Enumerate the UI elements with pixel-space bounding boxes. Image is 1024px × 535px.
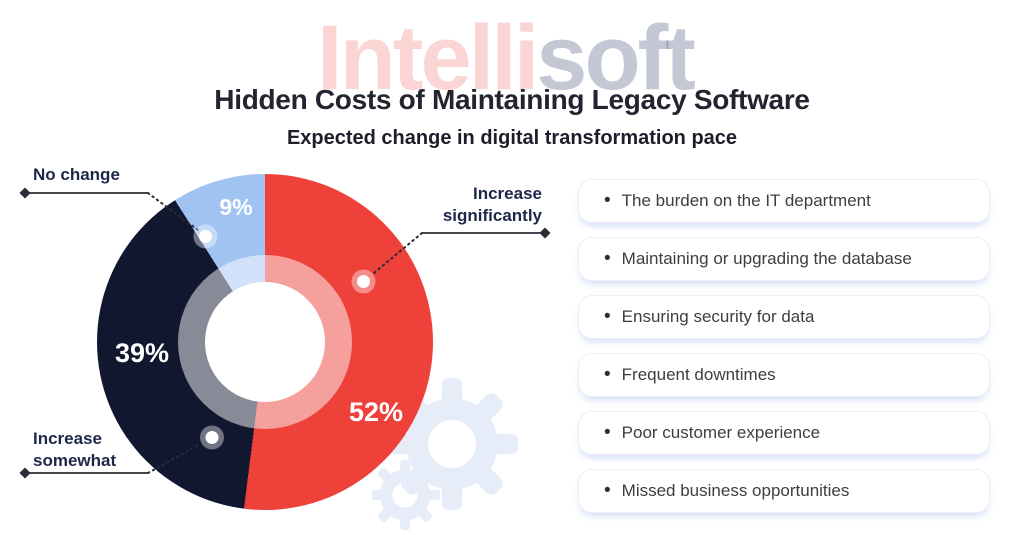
list-item: • Missed business opportunities <box>578 469 990 513</box>
callout-label-increase-somewhat: Increase somewhat <box>33 429 117 470</box>
bullet-icon: • <box>604 247 611 269</box>
bullet-icon: • <box>604 189 611 211</box>
chart-subtitle: Expected change in digital transformatio… <box>286 127 738 149</box>
list-item-label: Poor customer experience <box>621 423 821 442</box>
callout-label-increase-significantly: Increase significantly <box>442 184 542 225</box>
list-item: • Ensuring security for data <box>578 295 990 339</box>
slice-value-no-change: 9% <box>219 194 253 220</box>
bullet-icon: • <box>604 305 611 327</box>
intellisoft-logo-watermark: Intellisoft <box>0 10 1010 107</box>
list-item: • The burden on the IT department <box>578 179 990 223</box>
page-title: Hidden Costs of Maintaining Legacy Softw… <box>214 84 810 115</box>
logo-part-soft: soft <box>536 7 696 109</box>
donut-center-hole <box>205 282 325 402</box>
callout-label-no-change: No change <box>33 165 120 184</box>
list-item-label: Missed business opportunities <box>621 481 850 500</box>
list-item-label: The burden on the IT department <box>621 191 871 210</box>
list-item-label: Ensuring security for data <box>621 307 815 326</box>
diamond-endpoint-icon <box>19 187 31 199</box>
bullet-icon: • <box>604 363 611 385</box>
list-item: • Maintaining or upgrading the database <box>578 237 990 281</box>
logo-part-intelli: Intelli <box>317 7 539 109</box>
list-item: • Poor customer experience <box>578 411 990 455</box>
diamond-endpoint-icon <box>539 227 551 239</box>
slice-value-increase-significantly: 52% <box>348 397 404 427</box>
slice-value-increase-somewhat: 39% <box>114 338 170 368</box>
bullet-icon: • <box>604 479 611 501</box>
bullet-icon: • <box>604 421 611 443</box>
diamond-endpoint-icon <box>19 467 31 479</box>
list-item: • Frequent downtimes <box>578 353 990 397</box>
list-item-label: Maintaining or upgrading the database <box>621 249 912 268</box>
list-item-label: Frequent downtimes <box>621 365 776 384</box>
